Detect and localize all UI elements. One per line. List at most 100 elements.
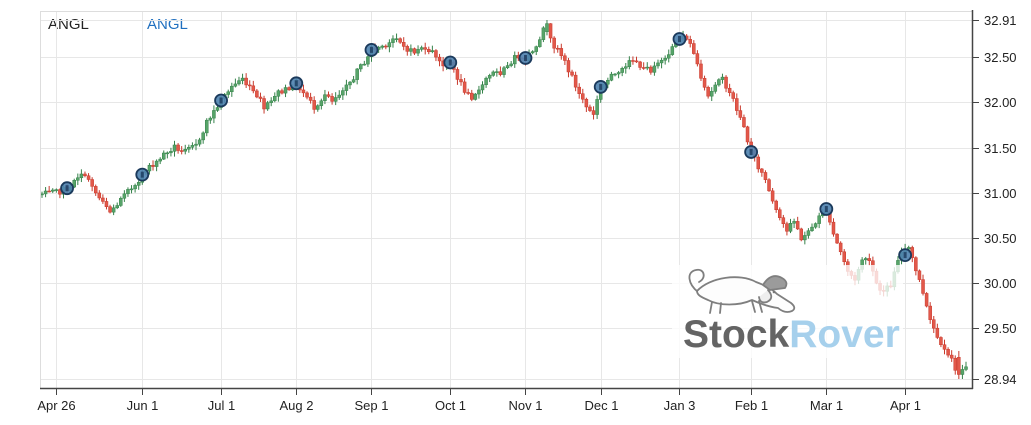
candle-body (656, 62, 660, 67)
candle-body (212, 110, 216, 119)
candle-body (230, 85, 234, 93)
candle-body (111, 207, 116, 213)
month-marker-glyph (65, 185, 69, 192)
candle-body (72, 180, 76, 188)
candle-body (237, 80, 241, 85)
candle-body (541, 27, 546, 40)
x-tick-label: Jan 3 (664, 398, 696, 413)
candle-body (43, 190, 48, 195)
candle-body (473, 93, 478, 100)
candle-body (244, 77, 248, 86)
candle-body (921, 279, 925, 294)
candle-body (50, 189, 55, 192)
candle-body (806, 230, 811, 236)
candle-body (341, 90, 345, 96)
x-tick-label: Feb 1 (735, 398, 768, 413)
candle-body (97, 192, 102, 199)
candle-body (247, 84, 252, 87)
candle-body (577, 86, 581, 94)
candle-body (405, 46, 410, 52)
candle-body (545, 23, 549, 33)
candle-body (767, 179, 771, 192)
candle-body (366, 56, 370, 65)
dog-tail-icon (688, 268, 705, 293)
candle-body (688, 39, 692, 44)
candle-body (566, 60, 571, 73)
candle-body (756, 156, 761, 170)
candle-body (652, 65, 657, 73)
candle-body (713, 84, 718, 92)
candle-body (924, 293, 929, 307)
candle-body (226, 91, 230, 95)
candle-body (333, 97, 338, 102)
candle-body (838, 242, 843, 253)
candle-body (215, 107, 220, 111)
candle-body (735, 98, 739, 111)
candle-body (101, 197, 105, 202)
candle-body (559, 48, 564, 57)
y-tick-label: 32.50 (984, 50, 1017, 65)
candle-body (595, 99, 599, 115)
candle-body (763, 172, 768, 180)
candle-body (778, 209, 782, 218)
candle-body (194, 143, 198, 146)
candle-body (190, 145, 195, 148)
candle-body (709, 91, 714, 97)
candle-body (505, 65, 510, 68)
candle-body (563, 55, 567, 61)
candle-body (337, 94, 342, 98)
candle-body (742, 117, 746, 128)
candle-body (459, 79, 463, 83)
candle-body (208, 117, 213, 121)
candle-body (430, 50, 435, 53)
candle-body (165, 152, 170, 155)
candle-body (538, 39, 542, 47)
candle-body (487, 75, 492, 79)
candle-body (83, 173, 87, 177)
candle-body (706, 87, 710, 97)
candle-body (724, 76, 728, 89)
x-tick-label: Sep 1 (355, 398, 389, 413)
candle-body (301, 89, 306, 94)
candle-body (609, 73, 614, 81)
x-tick-label: Jun 1 (127, 398, 159, 413)
candle-body (914, 257, 918, 272)
dog-ear-icon (758, 289, 773, 304)
x-tick-label: Mar 1 (810, 398, 843, 413)
x-tick-label: Oct 1 (435, 398, 466, 413)
x-tick-label: Aug 2 (280, 398, 314, 413)
x-tick-label: Apr 1 (890, 398, 921, 413)
candle-body (466, 92, 470, 94)
candle-body (455, 69, 460, 80)
candle-body (240, 77, 245, 81)
candle-body (154, 160, 159, 167)
candle-body (477, 89, 481, 95)
candle-body (169, 151, 173, 154)
x-tick-label: Apr 26 (37, 398, 75, 413)
candle-body (627, 60, 632, 67)
candle-body (581, 93, 585, 100)
candle-body (162, 152, 166, 160)
candle-body (201, 132, 205, 141)
candle-body (147, 164, 152, 172)
x-tick-label: Dec 1 (585, 398, 619, 413)
dog-eye-icon (772, 290, 776, 294)
candle-body (93, 186, 98, 194)
candle-body (119, 197, 123, 206)
candle-body (928, 305, 932, 320)
candle-body (770, 190, 775, 202)
candle-body (394, 38, 399, 40)
candle-body (401, 42, 406, 47)
candle-body (115, 205, 119, 209)
candle-body (355, 68, 359, 80)
candle-body (462, 81, 467, 93)
candle-body (79, 173, 84, 179)
candle-body (380, 45, 384, 48)
candle-body (792, 221, 796, 224)
candle-body (731, 92, 735, 99)
month-marker-glyph (903, 252, 907, 259)
candle-body (197, 139, 202, 145)
candle-body (434, 50, 438, 58)
month-marker-glyph (523, 54, 527, 61)
